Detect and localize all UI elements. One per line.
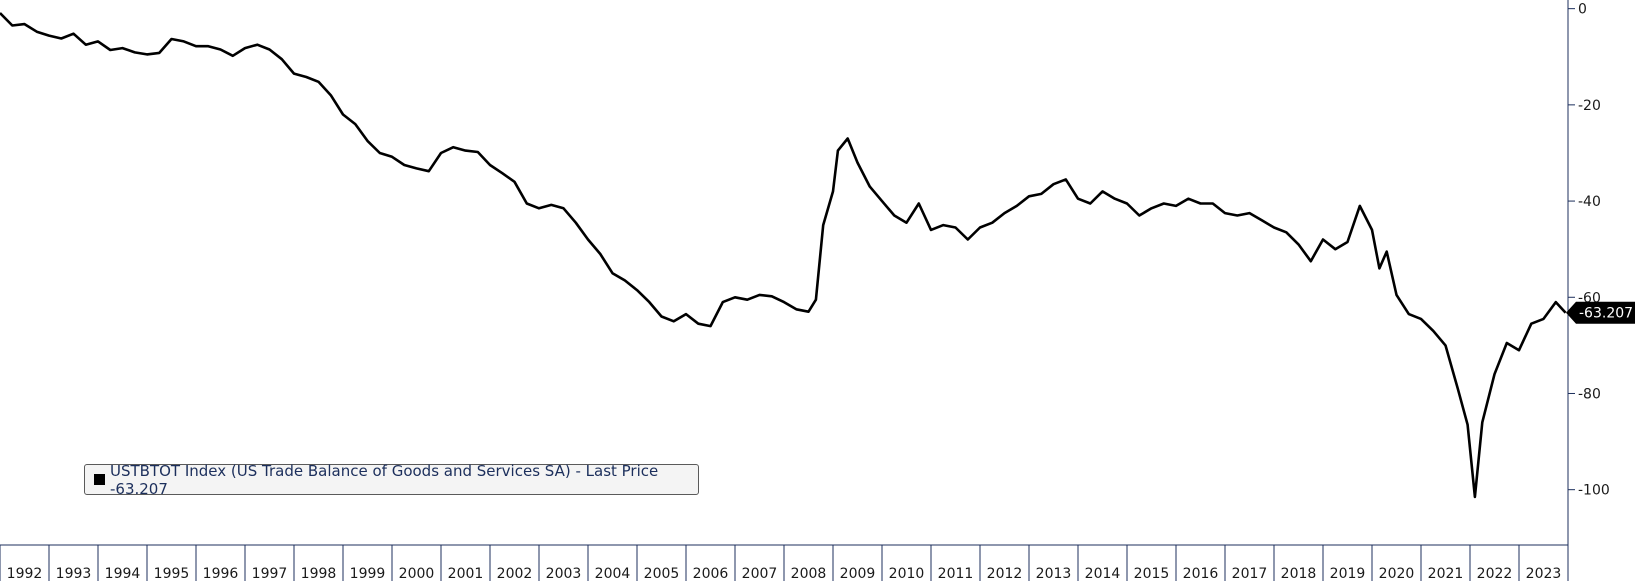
- legend-swatch: [94, 474, 105, 485]
- last-price-marker: -63.207: [1566, 301, 1635, 324]
- x-tick-label: 2013: [1036, 566, 1072, 581]
- x-tick-label: 2009: [840, 566, 876, 581]
- x-tick-label: 2014: [1085, 566, 1121, 581]
- x-tick-label: 2007: [742, 566, 778, 581]
- x-tick-label: 2008: [791, 566, 827, 581]
- x-tick-label: 2000: [399, 566, 435, 581]
- x-tick-label: 1998: [301, 566, 337, 581]
- last-price-label: -63.207: [1579, 306, 1633, 322]
- x-tick-label: 2022: [1477, 566, 1513, 581]
- x-tick-label: 1999: [350, 566, 386, 581]
- x-tick-label: 2021: [1428, 566, 1464, 581]
- y-tick-label: -80: [1578, 386, 1601, 402]
- x-tick-label: 2018: [1281, 566, 1317, 581]
- x-tick-label: 2003: [546, 566, 582, 581]
- x-tick-label: 2015: [1134, 566, 1170, 581]
- x-tick-label: 2011: [938, 566, 974, 581]
- legend-label: USTBTOT Index (US Trade Balance of Goods…: [110, 461, 659, 498]
- x-tick-label: 2005: [644, 566, 680, 581]
- x-tick-label: 2010: [889, 566, 925, 581]
- series-line-layer: [0, 12, 1567, 499]
- y-axis: 0-20-40-60-80-100: [1567, 0, 1610, 545]
- x-tick-label: 2001: [448, 566, 484, 581]
- x-tick-label: 2006: [693, 566, 729, 581]
- x-tick-label: 2019: [1330, 566, 1366, 581]
- x-tick-label: 1994: [105, 566, 141, 581]
- y-tick-label: -40: [1578, 194, 1601, 210]
- x-tick-label: 2023: [1526, 566, 1562, 581]
- x-tick-label: 1993: [56, 566, 92, 581]
- x-tick-label: 1992: [7, 566, 43, 581]
- series-line-0: [0, 12, 1567, 499]
- x-tick-label: 1996: [203, 566, 239, 581]
- x-tick-label: 2012: [987, 566, 1023, 581]
- x-tick-label: 2016: [1183, 566, 1219, 581]
- last-price-tag: [1566, 301, 1635, 324]
- legend: USTBTOT Index (US Trade Balance of Goods…: [84, 461, 699, 498]
- x-tick-label: 2004: [595, 566, 631, 581]
- x-tick-label: 2020: [1379, 566, 1415, 581]
- x-axis: 1992 1993 1994 1995 1996 1997 1998 1999 2000 2001…: [0, 544, 1569, 581]
- x-tick-label: 2017: [1232, 566, 1268, 581]
- x-tick-label: 1997: [252, 566, 288, 581]
- y-tick-label: 0: [1578, 2, 1587, 18]
- x-tick-label: 2002: [497, 566, 533, 581]
- y-tick-label: -20: [1578, 98, 1601, 114]
- y-tick-label: -100: [1578, 483, 1610, 499]
- x-tick-label: 1995: [154, 566, 190, 581]
